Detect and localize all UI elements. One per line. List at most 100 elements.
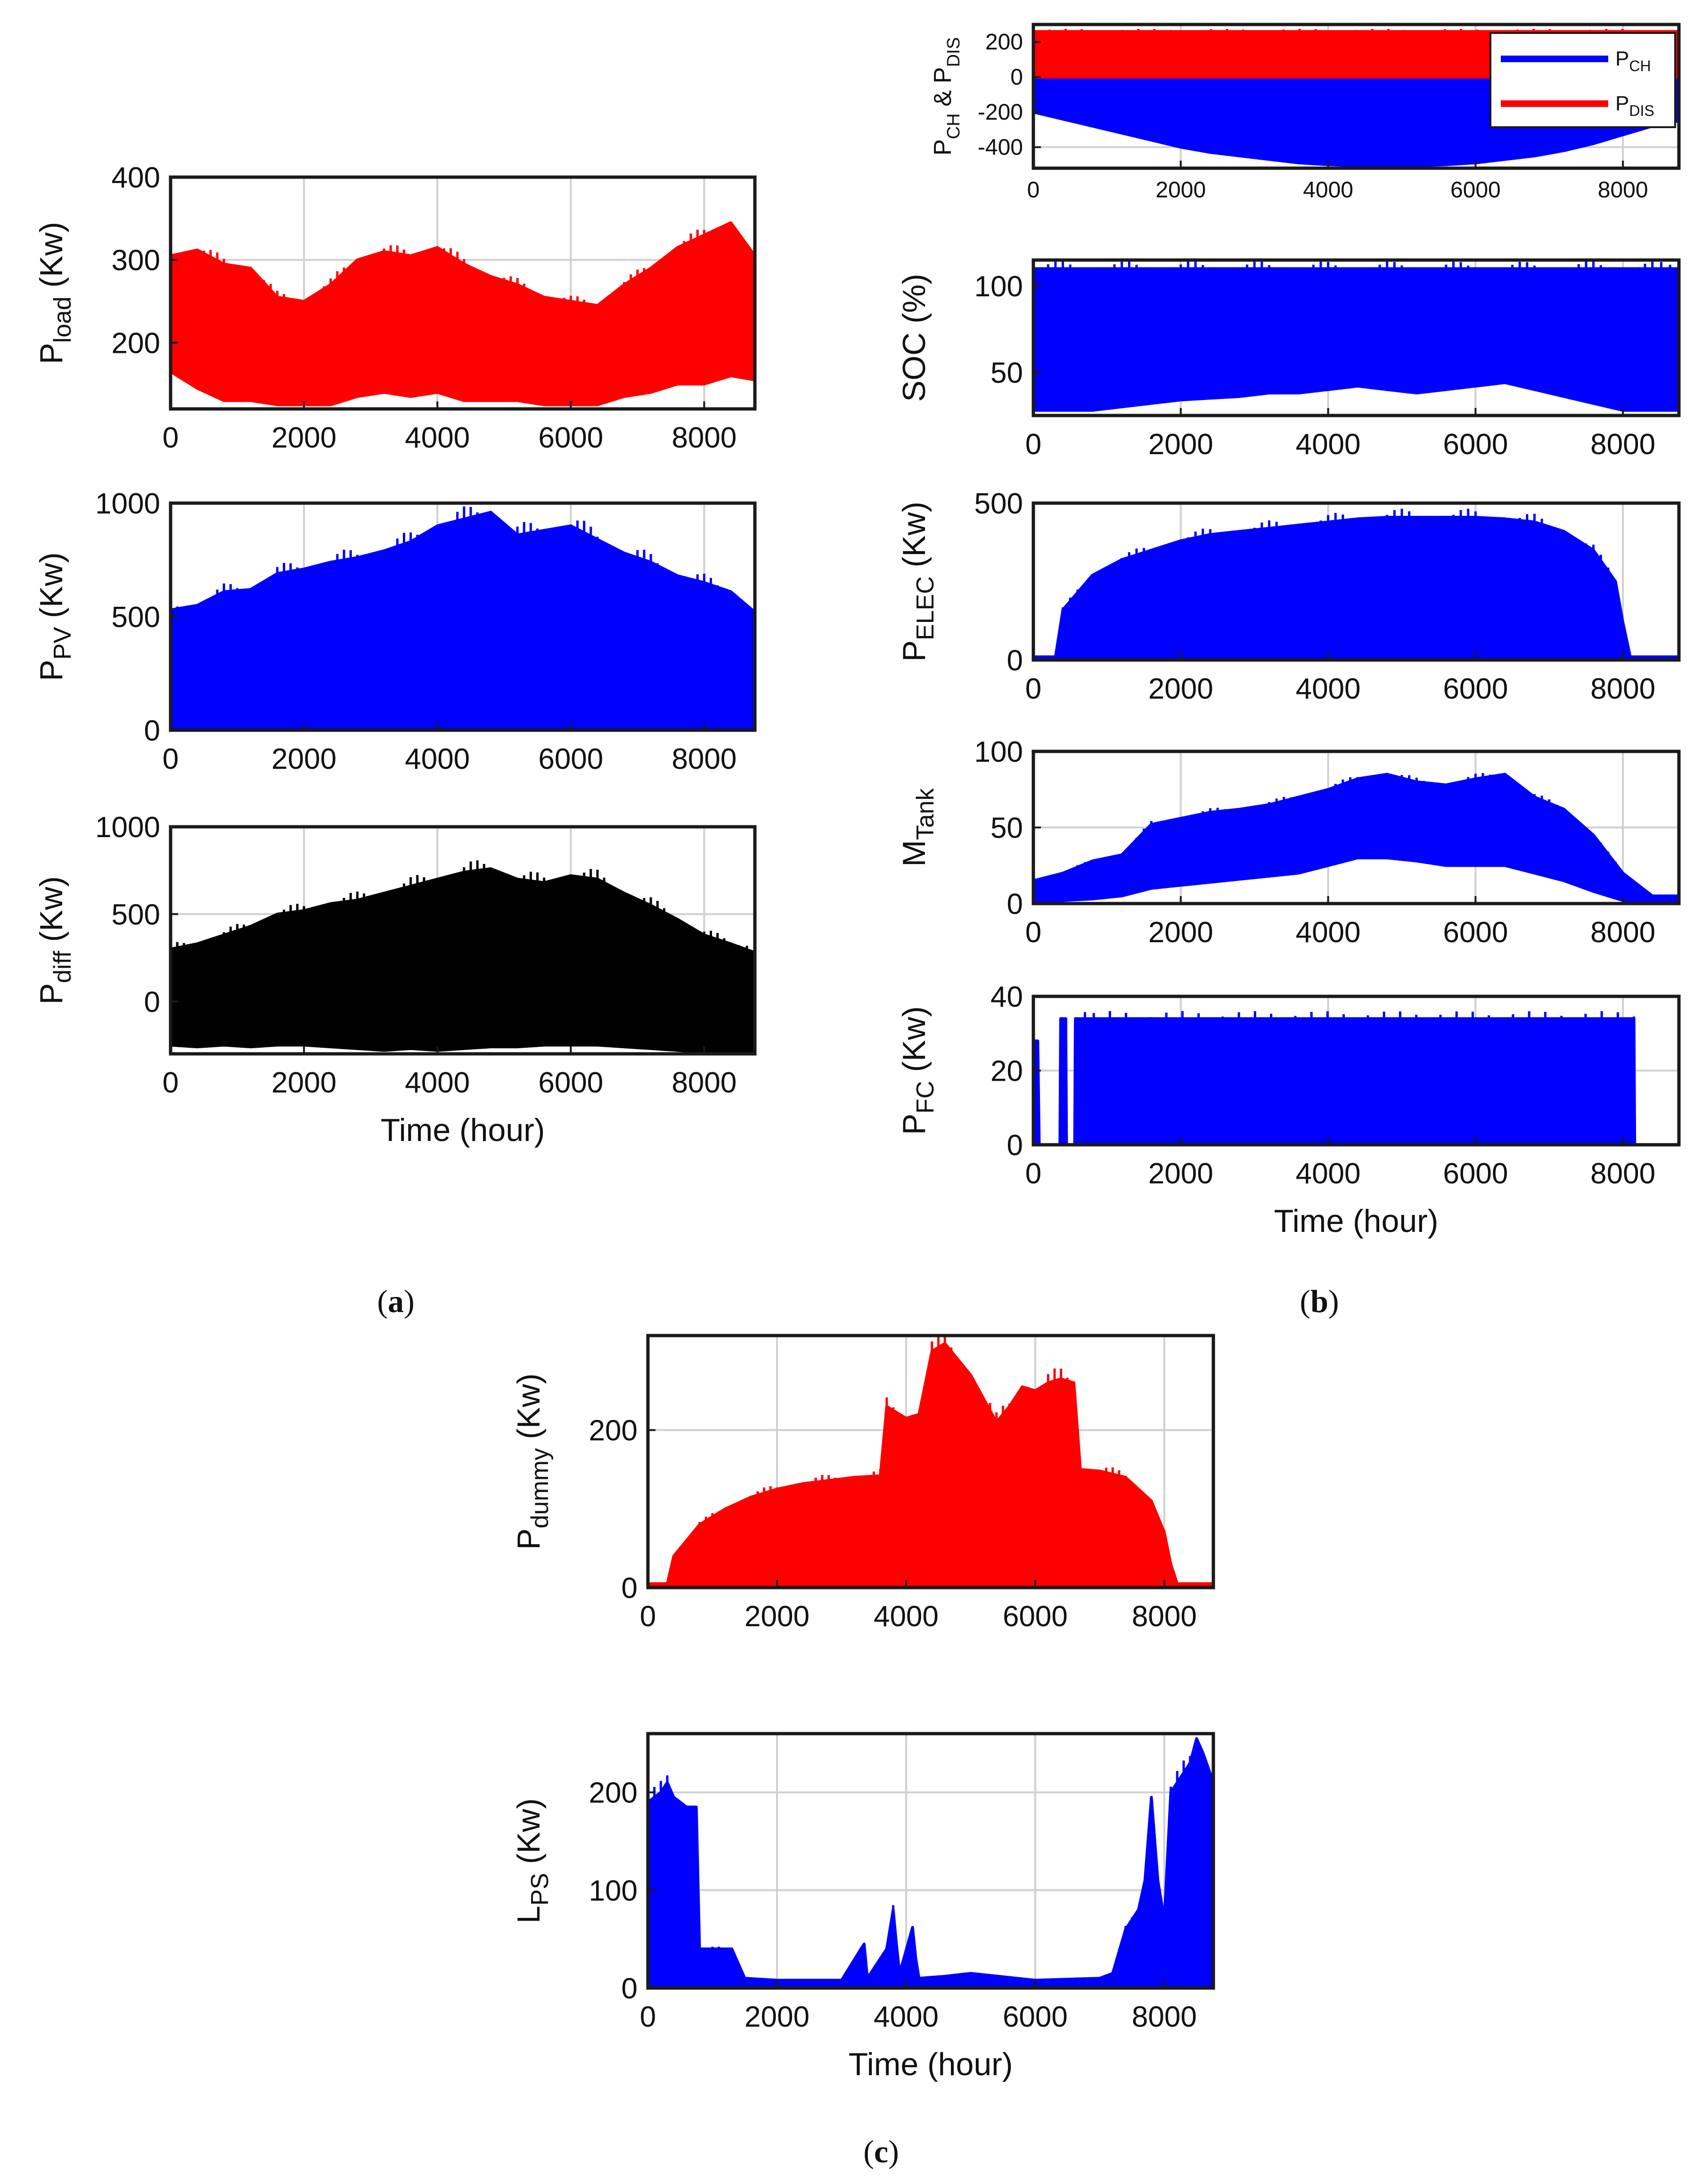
axes-box	[1031, 23, 1681, 170]
y-axis-label: LPS (Kw)	[511, 1798, 554, 1923]
y-axis-label: SOC (%)	[896, 274, 932, 402]
x-tick-label: 8000	[671, 422, 737, 454]
x-tick-label: 6000	[1003, 1600, 1068, 1633]
x-tick-label: 4000	[874, 2001, 939, 2033]
x-tick-label: 6000	[1443, 916, 1508, 949]
y-tick-label: 0	[1007, 644, 1023, 677]
y-tick-label: 50	[990, 812, 1023, 845]
y-tick-label: 0	[144, 715, 160, 747]
y-tick-label: -400	[978, 135, 1023, 160]
chart-b4: 0 2000 4000 6000 8000 0 50 100 MTank	[896, 736, 1681, 949]
series-oscillation-soc	[1033, 260, 1671, 410]
x-tick-label: 8000	[1590, 916, 1655, 949]
y-tick-label: 20	[990, 1055, 1023, 1088]
x-tick-label: 4000	[1296, 673, 1361, 705]
y-tick-label: 500	[974, 488, 1023, 520]
y-tick-label: 50	[990, 357, 1023, 389]
y-tick-label: 0	[622, 1972, 638, 2005]
legend-label: PCH	[1615, 47, 1651, 74]
y-tick-label: 100	[974, 736, 1023, 768]
y-axis-label: Pload (Kw)	[33, 222, 76, 364]
y-tick-label: 0	[1007, 888, 1023, 921]
y-tick-label: 40	[990, 981, 1023, 1013]
axes-box	[169, 825, 757, 1056]
x-tick-label: 8000	[1132, 2001, 1197, 2033]
x-tick-label: 0	[163, 422, 179, 454]
x-tick-label: 4000	[405, 422, 470, 454]
x-tick-label: 2000	[745, 1600, 810, 1633]
series-oscillation-p-load	[171, 229, 748, 405]
y-axis-label: PPV (Kw)	[33, 552, 76, 681]
x-tick-label: 0	[640, 1600, 656, 1633]
x-axis-label: Time (hour)	[849, 2046, 1013, 2082]
chart-b5: 0 2000 4000 6000 8000 0 20 40 PFC (Kw) Time (hour…	[896, 981, 1681, 1239]
x-tick-label: 0	[1025, 428, 1041, 461]
legend-label: PDIS	[1615, 92, 1654, 119]
x-tick-label: 2000	[1155, 178, 1206, 203]
axes-box	[1031, 258, 1681, 417]
y-tick-label: 200	[985, 30, 1023, 55]
y-tick-label: 100	[974, 270, 1023, 303]
x-tick-label: 2000	[1148, 673, 1213, 705]
series-oscillation-p-fc	[1033, 1011, 1636, 1145]
y-tick-label: 1000	[95, 488, 160, 520]
x-tick-label: 0	[640, 2001, 656, 2033]
y-tick-label: 500	[112, 898, 160, 931]
y-tick-label: 200	[589, 1415, 638, 1447]
series-area-p-fc	[1033, 1017, 1679, 1145]
x-tick-label: 0	[163, 1067, 179, 1099]
chart-b3: 0 2000 4000 6000 8000 0 500 PELEC (Kw)	[896, 488, 1681, 705]
axes-box	[646, 1732, 1215, 1990]
x-tick-label: 0	[1025, 1157, 1041, 1190]
y-axis-label: PFC (Kw)	[896, 1006, 939, 1135]
x-tick-label: 6000	[538, 422, 603, 454]
x-tick-label: 2000	[271, 743, 336, 775]
chart-a3: 0 2000 4000 6000 8000 0 500 1000 Pdiff (Kw) Time …	[33, 811, 757, 1148]
y-tick-label: 200	[112, 327, 160, 359]
y-tick-label: 0	[1010, 65, 1023, 90]
x-tick-label: 6000	[538, 1067, 603, 1099]
x-tick-label: 6000	[1443, 1157, 1508, 1190]
chart-b1: 0 2000 4000 6000 8000 -400 -200 0 200 PCH & PDIS P…	[929, 23, 1681, 203]
axes-box	[646, 1334, 1215, 1589]
caption-b: (b)	[1300, 1283, 1339, 1319]
y-tick-label: -200	[978, 100, 1023, 125]
x-tick-label: 8000	[1590, 428, 1655, 461]
series-oscillation-p-dummy	[648, 1336, 1208, 1588]
series-oscillation-p-pv	[171, 506, 748, 730]
series-oscillation-l-ps	[648, 1741, 1204, 1988]
x-tick-label: 6000	[538, 743, 603, 775]
y-tick-label: 1000	[95, 811, 160, 844]
x-tick-label: 8000	[671, 1067, 737, 1099]
series-oscillation-m-tank	[1033, 773, 1671, 904]
legend: PCH PDIS	[1489, 32, 1676, 128]
chart-a1: 0 2000 4000 6000 8000 200 300 400 Pload (Kw)	[33, 162, 757, 454]
y-tick-label: 200	[589, 1777, 638, 1809]
x-tick-label: 6000	[1443, 428, 1508, 461]
chart-b2: 0 2000 4000 6000 8000 50 100 SOC (%)	[896, 258, 1681, 461]
y-tick-label: 0	[622, 1572, 638, 1605]
x-tick-label: 4000	[1296, 916, 1361, 949]
y-axis-label: Pdummy (Kw)	[511, 1373, 554, 1550]
x-tick-label: 2000	[1148, 1157, 1213, 1190]
caption-c: (c)	[863, 2134, 899, 2169]
y-tick-label: 400	[112, 162, 160, 194]
chart-a2: 0 2000 4000 6000 8000 0 500 1000 PPV (Kw)	[33, 488, 757, 775]
x-tick-label: 4000	[405, 1067, 470, 1099]
x-tick-label: 4000	[1296, 1157, 1361, 1190]
x-tick-label: 2000	[1148, 916, 1213, 949]
x-tick-label: 2000	[271, 1067, 336, 1099]
x-tick-label: 6000	[1450, 178, 1501, 203]
chart-c1: 0 2000 4000 6000 8000 0 200 Pdummy (Kw)	[511, 1334, 1215, 1633]
axes-box	[169, 175, 757, 411]
y-tick-label: 300	[112, 244, 160, 277]
x-tick-label: 8000	[1132, 1600, 1197, 1633]
series-oscillation-p-elec	[1033, 508, 1672, 660]
x-tick-label: 4000	[1296, 428, 1361, 461]
x-tick-label: 2000	[1148, 428, 1213, 461]
x-tick-label: 8000	[1590, 673, 1655, 705]
y-tick-label: 0	[144, 986, 160, 1019]
y-tick-label: 500	[112, 601, 160, 634]
x-axis-label: Time (hour)	[381, 1112, 545, 1148]
